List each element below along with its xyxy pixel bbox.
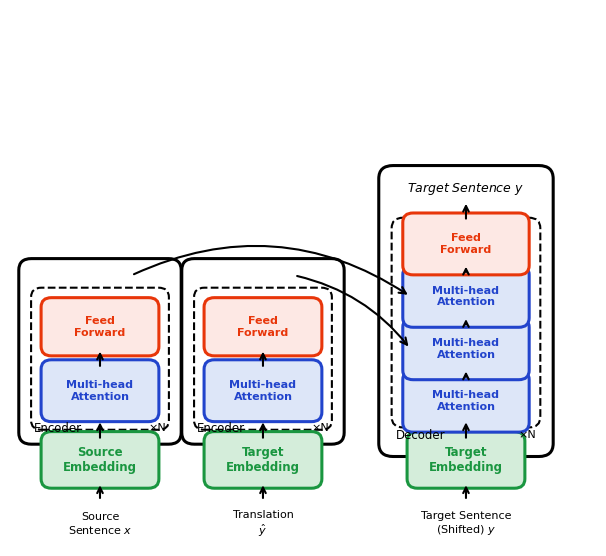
- FancyBboxPatch shape: [204, 360, 322, 421]
- FancyBboxPatch shape: [204, 297, 322, 356]
- Text: ×N: ×N: [518, 430, 536, 440]
- Text: Multi-head
Attention: Multi-head Attention: [230, 380, 296, 401]
- FancyBboxPatch shape: [194, 287, 332, 430]
- FancyBboxPatch shape: [41, 297, 159, 356]
- Text: Encoder: Encoder: [197, 422, 245, 435]
- FancyArrowPatch shape: [134, 246, 406, 294]
- Text: Decoder: Decoder: [396, 429, 445, 442]
- Text: Feed
Forward: Feed Forward: [441, 233, 491, 255]
- Text: Target
Embedding: Target Embedding: [226, 446, 300, 474]
- FancyBboxPatch shape: [379, 166, 553, 456]
- Text: Target Sentence $y$: Target Sentence $y$: [407, 181, 525, 197]
- FancyBboxPatch shape: [182, 259, 344, 444]
- Text: Feed
Forward: Feed Forward: [238, 316, 288, 337]
- Text: Multi-head
Attention: Multi-head Attention: [433, 286, 499, 307]
- FancyBboxPatch shape: [19, 259, 181, 444]
- FancyBboxPatch shape: [41, 431, 159, 488]
- FancyBboxPatch shape: [31, 287, 169, 430]
- FancyBboxPatch shape: [403, 213, 529, 275]
- Text: Multi-head
Attention: Multi-head Attention: [433, 338, 499, 360]
- FancyBboxPatch shape: [403, 265, 529, 327]
- Text: Translation
$\hat{y}$: Translation $\hat{y}$: [233, 510, 293, 539]
- Text: ×N: ×N: [311, 424, 328, 434]
- Text: Multi-head
Attention: Multi-head Attention: [67, 380, 133, 401]
- FancyBboxPatch shape: [41, 360, 159, 421]
- FancyBboxPatch shape: [391, 218, 541, 428]
- FancyArrowPatch shape: [297, 276, 407, 345]
- Text: ×N: ×N: [148, 424, 166, 434]
- Text: Multi-head
Attention: Multi-head Attention: [433, 390, 499, 412]
- FancyBboxPatch shape: [407, 431, 525, 488]
- Text: Encoder: Encoder: [34, 422, 82, 435]
- Text: Source
Sentence $x$: Source Sentence $x$: [68, 513, 132, 537]
- FancyBboxPatch shape: [204, 431, 322, 488]
- Text: Feed
Forward: Feed Forward: [75, 316, 125, 337]
- Text: Source
Embedding: Source Embedding: [63, 446, 137, 474]
- Text: Target
Embedding: Target Embedding: [429, 446, 503, 474]
- FancyBboxPatch shape: [403, 370, 529, 432]
- FancyBboxPatch shape: [403, 318, 529, 380]
- Text: Target Sentence
(Shifted) $y$: Target Sentence (Shifted) $y$: [421, 512, 511, 538]
